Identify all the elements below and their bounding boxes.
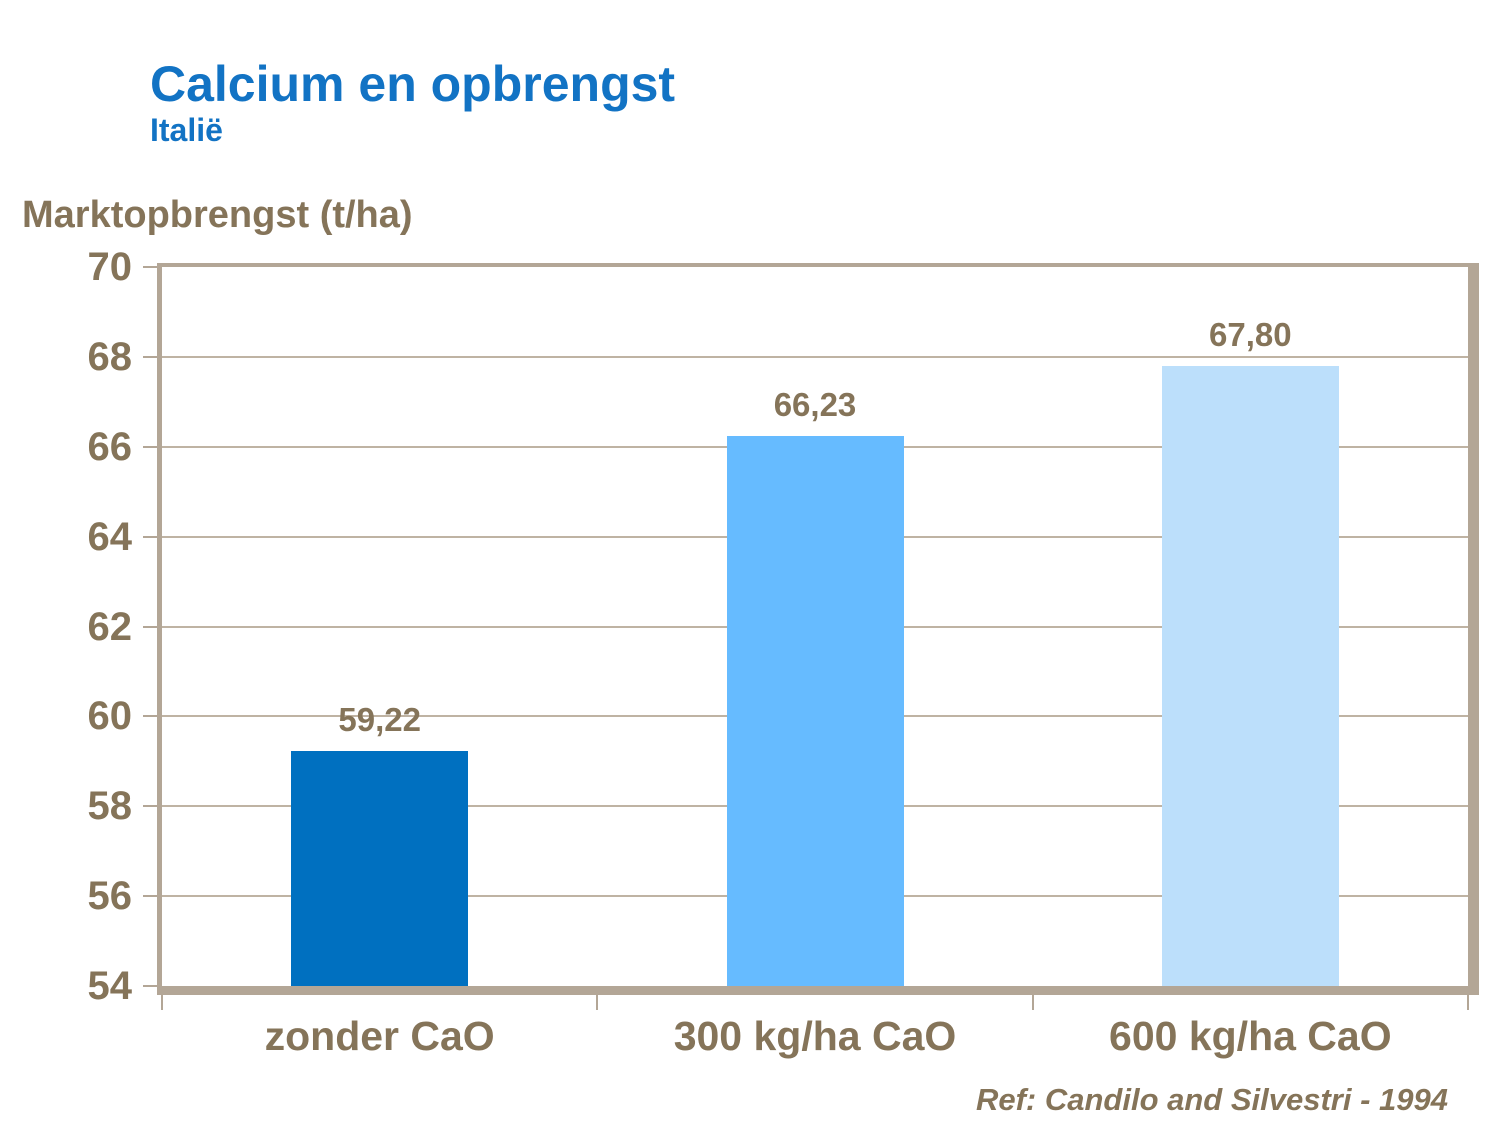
y-tick-label-56: 56 [87, 874, 133, 919]
y-tick-mark [143, 535, 157, 538]
bar-300-kg-ha-cao [726, 436, 904, 986]
y-tick-label-68: 68 [87, 334, 133, 379]
bar-value-label: 59,22 [338, 701, 421, 739]
x-tick-label-1: zonder CaO [264, 1013, 495, 1059]
y-tick-label-64: 64 [87, 514, 133, 559]
bar-chart-plot-area: 59,22 66,23 67,80 [157, 263, 1479, 995]
x-tick-mark [596, 995, 599, 1010]
y-tick-label-62: 62 [87, 604, 133, 649]
y-tick-mark [143, 715, 157, 718]
y-tick-mark [143, 625, 157, 628]
y-tick-label-60: 60 [87, 694, 133, 739]
y-axis-title: Marktopbrengst (t/ha) [22, 194, 413, 236]
x-tick-mark [1467, 995, 1469, 1010]
reference-citation: Ref: Candilo and Silvestri - 1994 [975, 1082, 1448, 1117]
x-tick-mark [1031, 995, 1034, 1010]
x-tick-label-3: 600 kg/ha CaO [1109, 1013, 1392, 1059]
y-tick-label-58: 58 [87, 784, 133, 829]
x-tick-label-2: 300 kg/ha CaO [673, 1013, 957, 1059]
y-tick-mark [143, 895, 157, 898]
page-title: Calcium en opbrengst [150, 56, 676, 112]
y-tick-mark [143, 266, 157, 268]
y-tick-label-54: 54 [87, 964, 133, 1008]
y-tick-mark [143, 445, 157, 448]
bar-zonder-cao [291, 751, 469, 986]
bar-value-label: 66,23 [773, 386, 857, 424]
y-tick-mark [143, 985, 157, 987]
gridline-68 [162, 355, 1468, 358]
bar-600-kg-ha-cao [1161, 365, 1339, 986]
y-tick-mark [143, 355, 157, 358]
x-tick-mark [161, 995, 163, 1010]
y-tick-mark [143, 805, 157, 808]
y-tick-label-70: 70 [87, 245, 133, 289]
y-tick-label-66: 66 [87, 424, 133, 469]
page-subtitle: Italië [150, 112, 223, 148]
bar-value-label: 67,80 [1209, 315, 1292, 353]
